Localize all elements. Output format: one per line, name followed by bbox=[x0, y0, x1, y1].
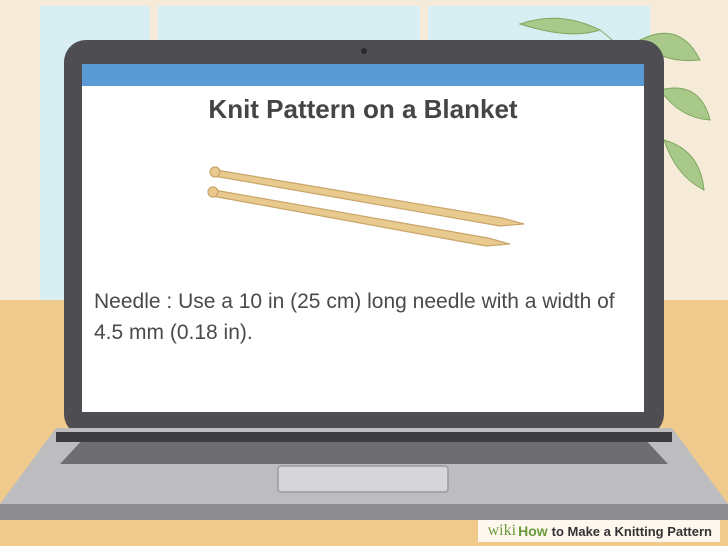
knitting-needles-icon bbox=[207, 166, 525, 247]
laptop-hinge bbox=[56, 432, 672, 442]
wikihow-watermark: wiki How to Make a Knitting Pattern bbox=[477, 520, 720, 542]
watermark-brand: wiki bbox=[487, 522, 517, 539]
watermark-title: to Make a Knitting Pattern bbox=[551, 523, 712, 539]
laptop-screen: Knit Pattern on a Blanket Needle : Use a… bbox=[82, 64, 644, 412]
keyboard bbox=[60, 436, 668, 464]
trackpad bbox=[277, 465, 449, 493]
needle-label: Needle : bbox=[94, 290, 173, 313]
laptop-base bbox=[0, 428, 728, 520]
needle-text: Use a 10 in (25 cm) long needle with a w… bbox=[94, 290, 615, 344]
watermark-how: How bbox=[518, 523, 548, 539]
needle-description: Needle : Use a 10 in (25 cm) long needle… bbox=[94, 286, 634, 348]
slide-title: Knit Pattern on a Blanket bbox=[208, 94, 518, 124]
title-bar bbox=[82, 64, 644, 86]
webcam-icon bbox=[361, 48, 367, 54]
